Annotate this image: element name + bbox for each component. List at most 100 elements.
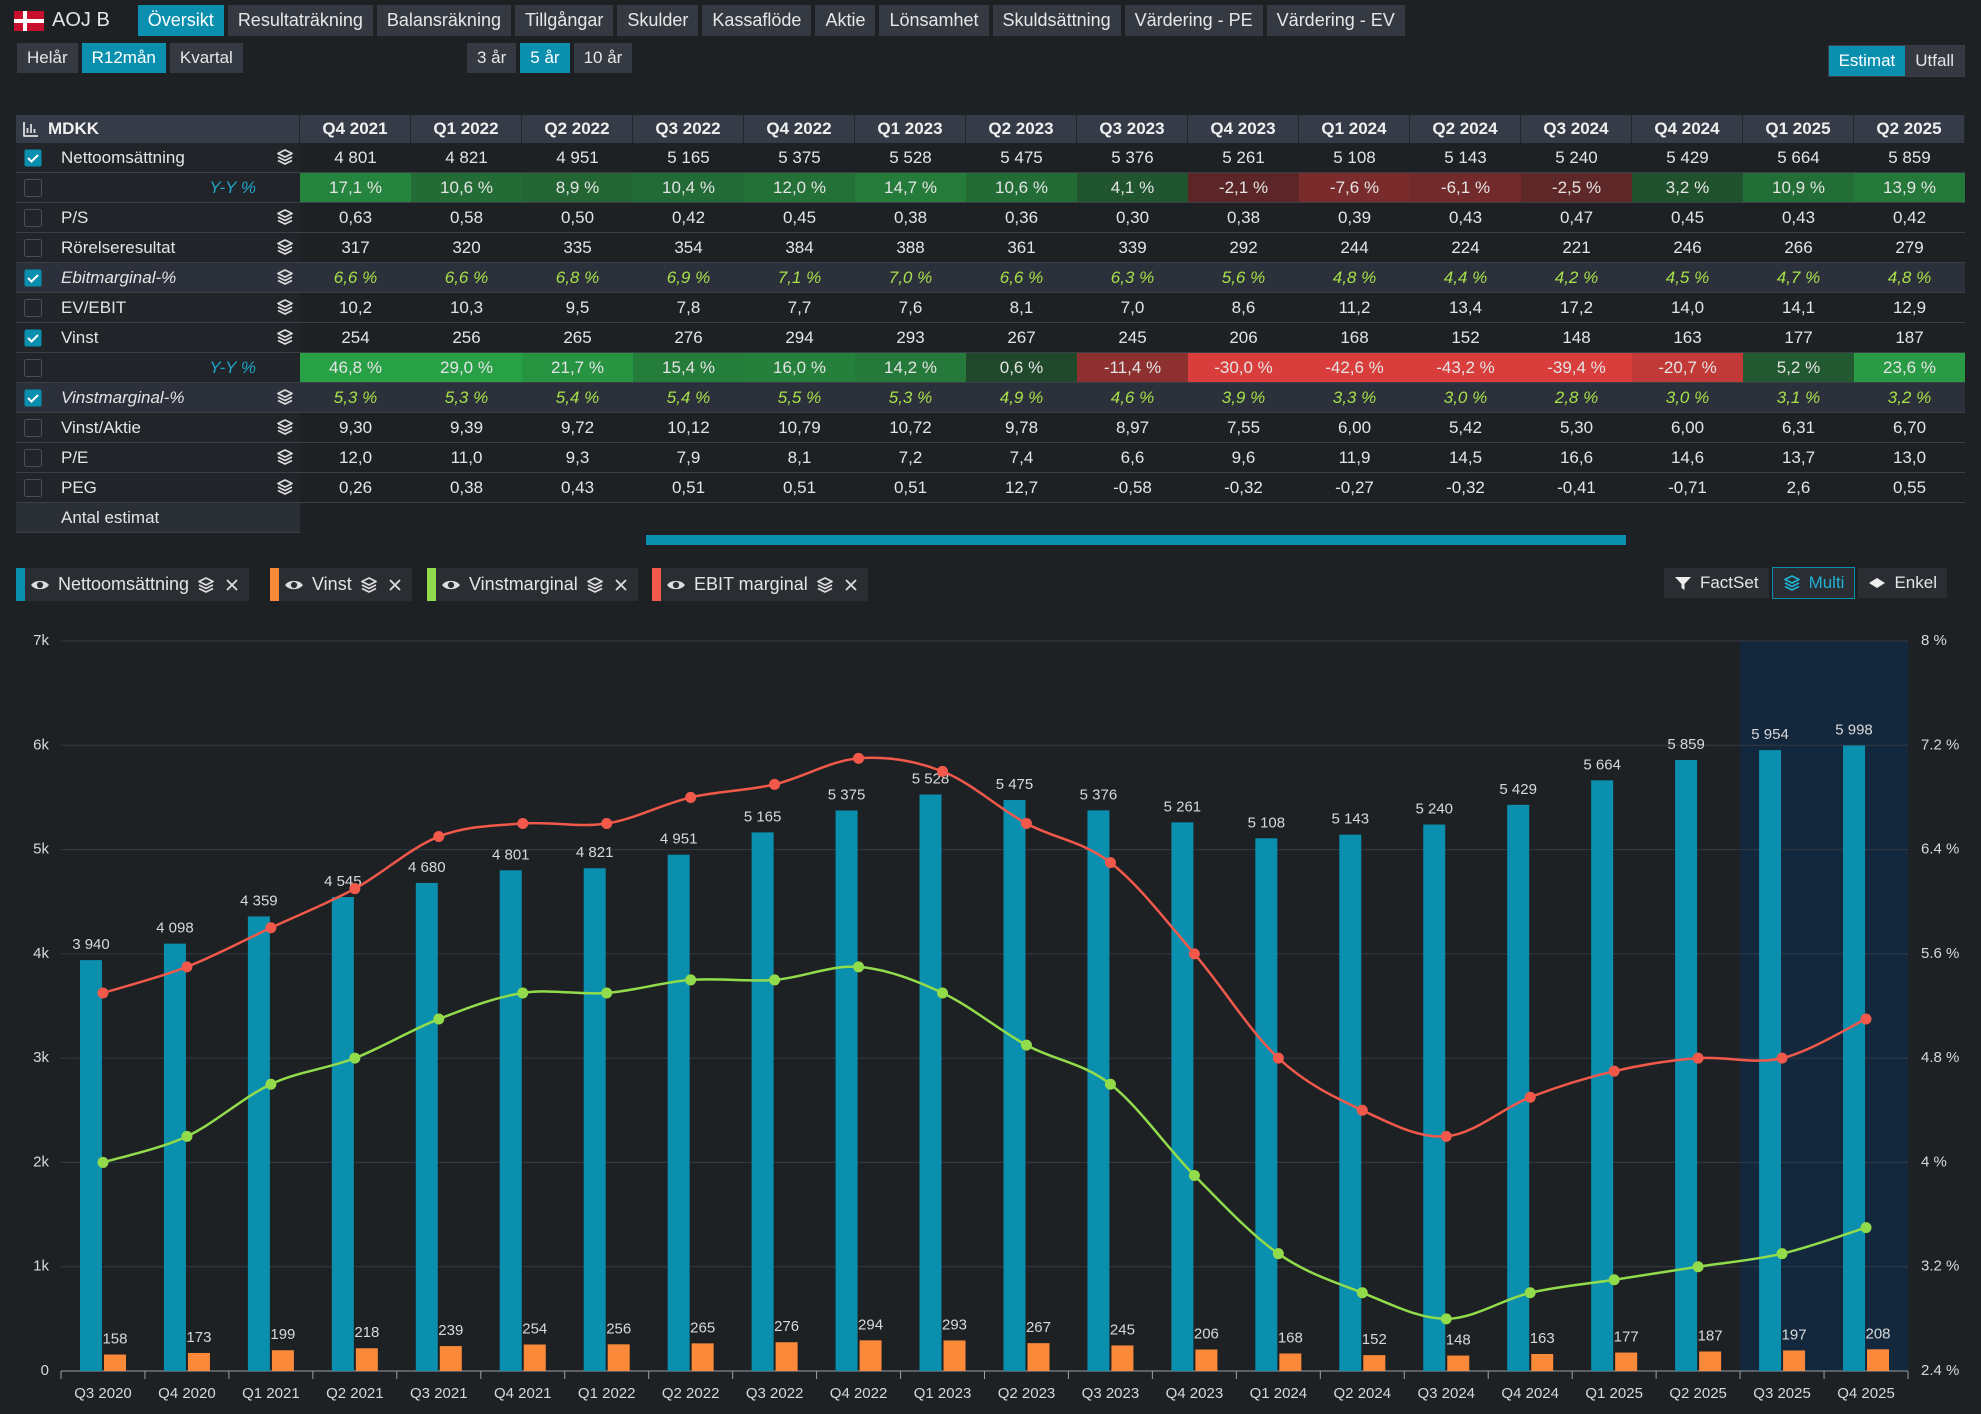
button[interactable]: Utfall (1905, 46, 1964, 76)
bar (835, 810, 858, 1371)
checkbox[interactable] (24, 359, 42, 377)
line-point (1608, 1274, 1620, 1286)
button[interactable]: 10 år (573, 43, 633, 73)
stack-glyph (277, 209, 293, 225)
checkbox[interactable] (24, 269, 42, 287)
button[interactable]: 5 år (520, 43, 570, 73)
bar (1027, 1343, 1050, 1371)
checkbox[interactable] (24, 149, 42, 167)
line-point (1860, 1013, 1872, 1025)
value-cell: 266 (1743, 233, 1854, 263)
button[interactable]: Värdering - PE (1124, 5, 1263, 36)
line-point (1524, 1287, 1536, 1299)
funnel-glyph (1674, 577, 1691, 590)
line-point (685, 974, 697, 986)
value-cell: -11,4 % (1077, 353, 1188, 383)
checkbox[interactable] (24, 239, 42, 257)
checkbox[interactable] (24, 419, 42, 437)
button[interactable]: R12mån (81, 43, 166, 73)
row-label: Y-Y % (209, 358, 256, 377)
row-label: Vinst/Aktie (61, 418, 142, 437)
button[interactable]: 3 år (467, 43, 517, 73)
button[interactable]: Skuldsättning (992, 5, 1121, 36)
y-tick-label: 7k (33, 632, 49, 649)
checkmark (27, 334, 39, 343)
legend-item[interactable]: Vinstmarginal (427, 568, 638, 601)
value-cell: 3,3 % (1299, 383, 1410, 413)
bar (859, 1340, 882, 1371)
checkbox[interactable] (24, 299, 42, 317)
value-cell: -0,71 (1632, 473, 1743, 503)
button[interactable]: Skulder (617, 5, 699, 36)
stack-icon (277, 449, 293, 465)
value-cell: 7,9 (633, 443, 744, 473)
value-cell: 267 (966, 323, 1077, 353)
bar-value-label: 5 261 (1164, 798, 1202, 815)
stack-glyph (277, 329, 293, 345)
scrollbar[interactable] (646, 535, 1626, 545)
button[interactable]: Aktie (815, 5, 876, 36)
button[interactable]: Estimat (1828, 46, 1906, 76)
button[interactable]: Kassaflöde (702, 5, 812, 36)
button[interactable]: Värdering - EV (1266, 5, 1405, 36)
stack-glyph (586, 576, 603, 593)
button[interactable]: Lönsamhet (879, 5, 989, 36)
bar-value-label: 148 (1446, 1332, 1471, 1349)
bar-value-label: 254 (522, 1320, 547, 1337)
checkbox[interactable] (24, 329, 42, 347)
x-tick-label: Q2 2024 (1334, 1385, 1392, 1402)
value-cell: 14,7 % (855, 173, 966, 203)
button[interactable]: Helår (17, 43, 78, 73)
checkbox[interactable] (24, 389, 42, 407)
value-cell: 4,2 % (1521, 263, 1632, 293)
value-cell: 11,2 (1299, 293, 1410, 323)
value-cell: 5,3 % (411, 383, 522, 413)
checkbox[interactable] (24, 449, 42, 467)
value-cell: 6,00 (1299, 413, 1410, 443)
button[interactable]: Tillgångar (514, 5, 614, 36)
checkbox[interactable] (24, 209, 42, 227)
button[interactable]: Resultaträkning (227, 5, 373, 36)
bar (79, 960, 102, 1371)
value-cell: 4,8 % (1299, 263, 1410, 293)
chart-button[interactable]: Enkel (1858, 568, 1947, 598)
button[interactable]: Kvartal (169, 43, 243, 73)
stack-glyph (277, 239, 293, 255)
value-cell (1521, 503, 1632, 532)
value-cell: 9,5 (522, 293, 633, 323)
value-cell: 5,6 % (1188, 263, 1299, 293)
x-icon (226, 578, 238, 591)
row-label: Vinstmarginal-% (61, 388, 185, 407)
checkmark (27, 154, 39, 163)
bar (1699, 1351, 1722, 1371)
checkbox[interactable] (24, 179, 42, 197)
chart-button[interactable]: FactSet (1663, 568, 1769, 598)
bar (1255, 838, 1278, 1371)
bar (1195, 1349, 1218, 1371)
checkbox[interactable] (24, 479, 42, 497)
button[interactable]: Balansräkning (376, 5, 511, 36)
row-label-cell: Nettoomsättning (16, 143, 300, 173)
legend-item[interactable]: Vinst (270, 568, 412, 601)
bar-value-label: 206 (1194, 1325, 1219, 1342)
value-cell: 0,42 (1854, 203, 1965, 233)
column-header: Q4 2023 (1188, 115, 1299, 143)
legend-item[interactable]: Nettoomsättning (16, 568, 250, 601)
stack-icon (277, 419, 293, 435)
button[interactable]: Översikt (137, 5, 224, 36)
value-cell: 0,38 (855, 203, 966, 233)
value-cell: 5,5 % (744, 383, 855, 413)
x-tick-label: Q3 2023 (1082, 1385, 1140, 1402)
row-label-cell: Vinst/Aktie (16, 413, 300, 443)
legend-item[interactable]: EBIT marginal (652, 568, 868, 601)
x-tick-label: Q4 2022 (830, 1385, 888, 1402)
value-cell: 4 821 (411, 143, 522, 173)
bar-value-label: 5 108 (1248, 814, 1286, 831)
value-cell: 9,6 (1188, 443, 1299, 473)
column-header: Q2 2023 (966, 115, 1077, 143)
value-cell (300, 503, 411, 532)
x-glyph (389, 578, 401, 591)
line-point (517, 818, 529, 829)
x-glyph (615, 578, 627, 591)
chart-button[interactable]: Multi (1771, 567, 1856, 599)
